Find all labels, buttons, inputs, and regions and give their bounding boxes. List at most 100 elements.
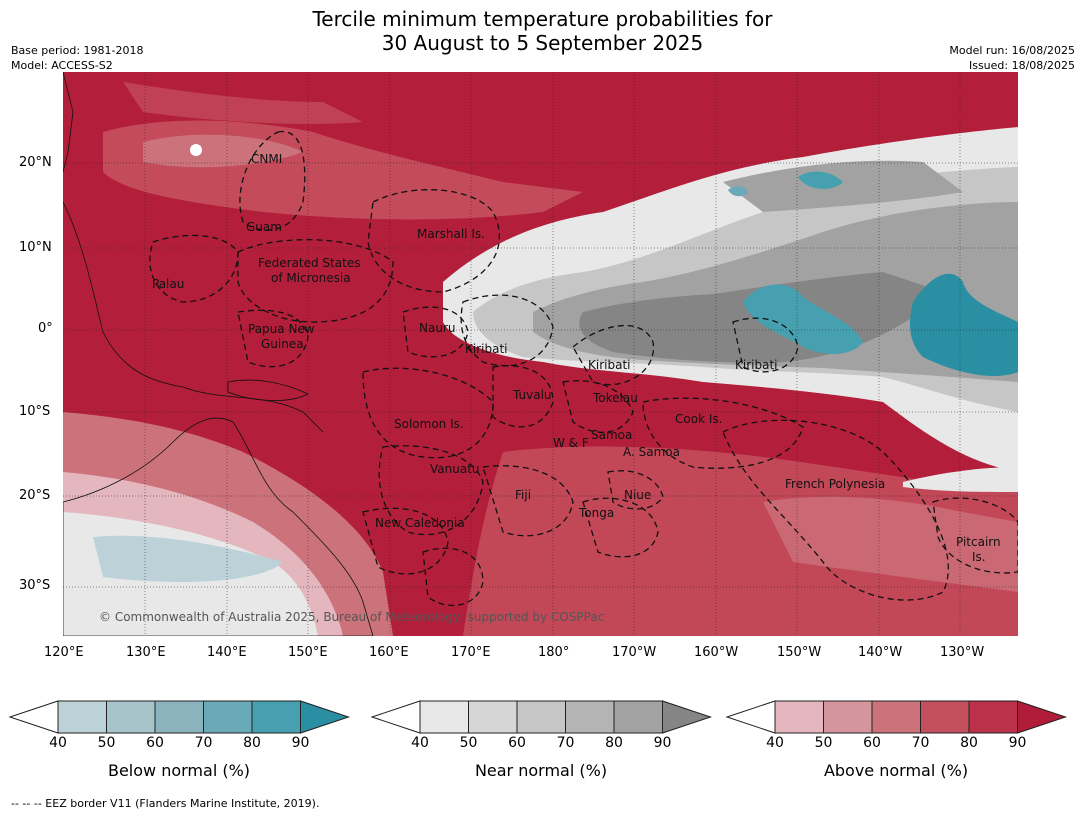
place-label: A. Samoa [623,445,680,459]
australia-coastline [63,417,374,636]
colorbar-segment [968,700,1018,734]
graticule [63,72,1018,636]
lon-label: 130°W [940,645,985,660]
lat-label: 20°N [19,155,52,170]
colorbar-segment [154,700,204,734]
eez-border [482,465,574,537]
colorbar-segment [251,700,301,734]
eez-border [582,497,659,558]
colorbar-tick: 90 [1008,735,1027,751]
colorbar-segment [871,700,921,734]
base-period: Base period: 1981-2018 [11,44,144,57]
colorbar-extend-low [725,700,776,734]
place-label: Papua New [248,322,315,336]
place-label: Nauru [419,321,455,335]
issued-date: Issued: 18/08/2025 [968,59,1075,72]
colorbar-segment [920,700,970,734]
lat-label: 10°N [19,240,52,255]
lon-label: 120°E [44,645,84,660]
lat-label: 10°S [19,404,51,419]
colorbar-segment [823,700,873,734]
place-label: Niue [624,488,651,502]
place-label: of Micronesia [271,271,351,285]
lon-label: 160°W [694,645,739,660]
colorbar-segment [203,700,253,734]
colorbar-tick: 50 [814,735,833,751]
colorbar-extend-low [370,700,421,734]
colorbar-segment [565,700,615,734]
place-label: CNMI [251,152,282,166]
eez-border [149,234,239,303]
eez-border [239,130,306,231]
lon-label: 150°W [777,645,822,660]
colorbar-label-below: Below normal (%) [107,761,251,780]
colorbar-segment [57,700,107,734]
lat-label: 30°S [19,578,51,593]
eez-border [642,397,804,469]
lon-label: 140°W [858,645,903,660]
above-normal-band [190,144,202,156]
eez-border [562,380,634,433]
eez-border [732,317,799,373]
copyright-note: © Commonwealth of Australia 2025, Bureau… [99,610,604,624]
lon-label: 130°E [126,645,166,660]
model-run: Model run: 16/08/2025 [949,44,1075,57]
below-normal-region [910,273,1018,377]
place-label: French Polynesia [785,477,885,491]
colorbar-extend-high [300,700,351,734]
place-label: W & F [553,436,589,450]
above-normal-band [763,496,1018,592]
colorbar-segment [106,700,156,734]
colorbar-tick: 70 [194,735,213,751]
lat-label: 20°S [19,488,51,503]
colorbar-tick: 40 [49,735,67,751]
colorbars [8,700,1068,734]
place-label: Tokelau [592,391,638,405]
colorbar-label-above: Above normal (%) [823,761,969,780]
eez-border [367,189,500,293]
lon-label: 170°E [451,645,491,660]
colorbar-tick: 70 [556,735,575,751]
near-normal-region [903,467,1018,492]
lon-label: 150°E [288,645,328,660]
below-normal-region [93,535,283,582]
lon-label: 170°W [612,645,657,660]
colorbar-segment [516,700,566,734]
eez-border [607,470,664,510]
below-normal-region [743,284,863,354]
colorbar-tick: 40 [411,735,429,751]
colorbar-above-normal [725,700,1068,734]
eez-border [422,547,484,606]
title-line-2: 30 August to 5 September 2025 [381,31,704,55]
place-label: Guam [246,220,282,234]
colorbar-tick: 80 [960,735,978,751]
above-normal-band [123,82,363,124]
eez-border [378,445,484,536]
colorbar-tick: 70 [911,735,930,751]
eez-border [237,309,309,368]
place-label: Fiji [515,488,531,502]
place-label: Kiribati [465,342,507,356]
colorbar-tick: 60 [146,735,164,751]
colorbar-tick: 50 [459,735,478,751]
coastline [63,72,74,173]
place-label: New Caledonia [375,516,465,530]
eez-border [572,324,655,386]
eez-border [237,239,394,323]
place-label: Marshall Is. [417,227,485,241]
eez-border [722,419,949,601]
colorbar-tick: 60 [508,735,526,751]
model-name: Model: ACCESS-S2 [11,59,113,72]
place-label: Kiribati [735,358,777,372]
eez-border [362,367,494,459]
lon-label: 180° [538,645,570,660]
place-label: Palau [152,277,184,291]
place-label: Tuvalu [512,388,552,402]
title-line-1: Tercile minimum temperature probabilitie… [312,7,773,31]
colorbar-tick: 90 [653,735,672,751]
colorbar-extend-high [1017,700,1068,734]
colorbar-tick: 80 [605,735,623,751]
eez-footnote: -- -- -- EEZ border V11 (Flanders Marine… [11,797,320,810]
place-labels: CNMI Guam Marshall Is. Palau Federated S… [152,152,1001,564]
map-title: Tercile minimum temperature probabilitie… [0,7,1085,55]
